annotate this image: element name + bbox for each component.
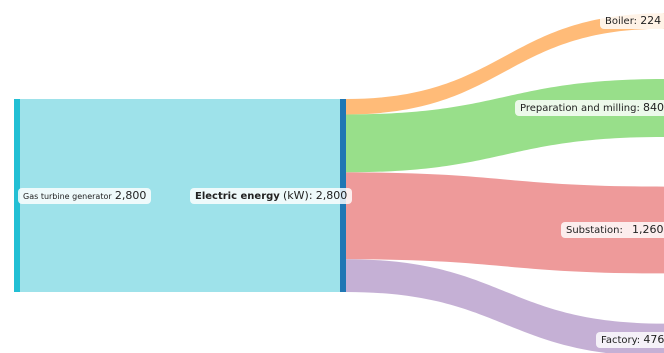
label-elec-name: Electric energy [195, 191, 280, 202]
node-gen [14, 99, 20, 292]
label-factory-name: Factory: [601, 335, 641, 346]
label-boiler: Boiler: 224 [600, 13, 664, 29]
label-gen-name: Gas turbine generator [23, 192, 112, 201]
label-elec: Electric energy (kW): 2,800 [190, 188, 353, 204]
label-elec-unit: (kW): [283, 189, 313, 202]
link-elec-boiler [346, 13, 664, 115]
label-boiler-name: Boiler: [605, 16, 637, 27]
link-elec-sub [346, 172, 664, 274]
label-sub-name: Substation: [566, 225, 623, 236]
label-elec-value: 2,800 [315, 189, 348, 202]
label-sub: Substation: 1,260 [561, 222, 664, 238]
link-elec-factory [346, 259, 664, 353]
label-gen: Gas turbine generator 2,800 [18, 188, 152, 204]
label-prep-value: 840 [643, 101, 664, 114]
label-boiler-value: 224 [640, 14, 662, 27]
label-prep: Preparation and milling: 840 [515, 100, 664, 116]
label-gen-value: 2,800 [114, 189, 147, 202]
label-prep-name: Preparation and milling: [520, 103, 640, 114]
label-factory: Factory: 476 [596, 332, 664, 348]
link-elec-prep [346, 79, 664, 173]
label-factory-value: 476 [643, 333, 664, 346]
label-sub-value: 1,260 [632, 223, 664, 236]
